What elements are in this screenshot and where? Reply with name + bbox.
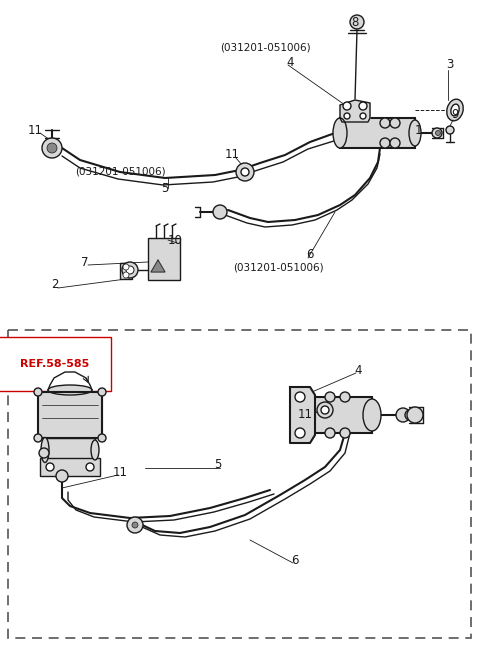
Text: (051006-): (051006-) (18, 337, 69, 347)
Text: 6: 6 (306, 249, 314, 262)
Circle shape (325, 428, 335, 438)
Bar (314, 397, 372, 433)
Text: 8: 8 (351, 16, 359, 29)
Text: 10: 10 (168, 234, 182, 247)
Circle shape (407, 407, 423, 423)
Circle shape (98, 388, 106, 396)
Text: 5: 5 (214, 458, 222, 472)
Bar (120, 263, 132, 279)
Circle shape (98, 434, 106, 442)
Circle shape (390, 138, 400, 148)
Bar (148, 238, 180, 280)
Ellipse shape (333, 118, 347, 148)
Circle shape (213, 205, 227, 219)
Circle shape (56, 470, 68, 482)
Text: (031201-051006): (031201-051006) (233, 263, 324, 273)
Circle shape (46, 463, 54, 471)
Text: 6: 6 (291, 554, 299, 567)
Circle shape (432, 128, 442, 138)
Circle shape (340, 392, 350, 402)
Circle shape (343, 102, 351, 110)
Circle shape (86, 463, 94, 471)
Bar (8, 330, 471, 638)
Circle shape (34, 434, 42, 442)
Ellipse shape (91, 440, 99, 460)
Circle shape (39, 448, 49, 458)
Circle shape (380, 138, 390, 148)
Text: (031201-051006): (031201-051006) (75, 167, 165, 177)
Text: 11: 11 (27, 123, 43, 136)
Circle shape (350, 15, 364, 29)
Ellipse shape (409, 120, 421, 146)
Circle shape (405, 410, 415, 420)
Text: 11: 11 (112, 465, 128, 478)
Circle shape (34, 388, 42, 396)
Circle shape (236, 163, 254, 181)
Circle shape (295, 392, 305, 402)
Circle shape (47, 143, 57, 153)
Polygon shape (290, 387, 315, 443)
Ellipse shape (447, 99, 463, 121)
Circle shape (446, 126, 454, 134)
Circle shape (344, 113, 350, 119)
Circle shape (360, 113, 366, 119)
Circle shape (123, 272, 129, 278)
Text: 5: 5 (161, 182, 168, 195)
Polygon shape (38, 392, 102, 438)
Circle shape (126, 266, 134, 274)
Text: 1: 1 (414, 123, 422, 136)
Circle shape (340, 428, 350, 438)
Circle shape (122, 262, 138, 278)
Circle shape (435, 130, 441, 136)
Text: REF.58-585: REF.58-585 (20, 359, 89, 369)
Circle shape (295, 428, 305, 438)
Circle shape (317, 402, 333, 418)
Ellipse shape (48, 385, 92, 395)
Text: 4: 4 (354, 363, 362, 376)
Text: 11: 11 (225, 149, 240, 162)
Circle shape (127, 517, 143, 533)
Bar (340, 118, 415, 148)
Ellipse shape (363, 399, 381, 431)
Text: 4: 4 (286, 56, 294, 69)
Circle shape (132, 522, 138, 528)
Polygon shape (48, 372, 92, 390)
Bar (40, 458, 100, 476)
Text: 7: 7 (81, 256, 89, 269)
Ellipse shape (451, 104, 459, 116)
Polygon shape (151, 260, 165, 272)
Circle shape (123, 264, 129, 270)
Circle shape (325, 392, 335, 402)
Circle shape (396, 408, 410, 422)
Text: 11: 11 (298, 408, 312, 421)
Bar (45, 438, 95, 463)
Circle shape (359, 102, 367, 110)
Circle shape (321, 406, 329, 414)
Text: 2: 2 (51, 278, 59, 291)
Polygon shape (340, 100, 370, 122)
Text: (031201-051006): (031201-051006) (220, 43, 310, 53)
Circle shape (380, 118, 390, 128)
Circle shape (42, 138, 62, 158)
Text: 9: 9 (451, 108, 459, 121)
Circle shape (390, 118, 400, 128)
Circle shape (241, 168, 249, 176)
Text: 3: 3 (446, 58, 454, 71)
Ellipse shape (41, 437, 49, 463)
